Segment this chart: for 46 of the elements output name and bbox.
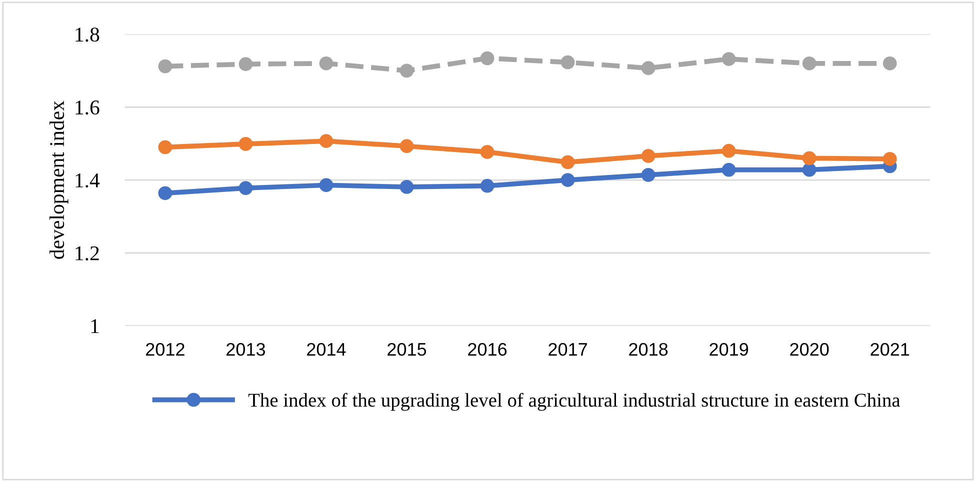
point <box>400 139 414 154</box>
point <box>319 178 334 192</box>
point <box>641 61 656 76</box>
point <box>158 186 172 200</box>
x-tick-label: 2013 <box>226 342 265 356</box>
point <box>802 151 816 166</box>
point <box>238 136 253 151</box>
y-tick-label: 1.8 <box>76 28 100 42</box>
point <box>722 162 736 177</box>
point <box>238 57 253 72</box>
x-tick-label: 2015 <box>388 342 426 356</box>
y-axis-title: development index <box>49 100 68 259</box>
x-tick-label: 2021 <box>870 342 910 356</box>
point <box>802 56 816 70</box>
x-tick-label: 2019 <box>710 342 748 356</box>
point <box>480 145 494 159</box>
y-tick-label: 1.6 <box>76 100 100 115</box>
point <box>480 51 494 66</box>
point <box>158 140 172 154</box>
x-tick-label: 2017 <box>548 342 587 356</box>
point <box>882 152 897 166</box>
point <box>480 178 494 193</box>
x-tick-label: 2012 <box>146 342 184 356</box>
point <box>722 52 736 66</box>
point <box>400 64 414 78</box>
x-tick-label: 2014 <box>307 342 346 356</box>
y-tick-label: 1.2 <box>76 246 99 260</box>
legend-label: The index of the upgrading level of agricultural industrial structure in eastern China <box>248 392 900 411</box>
x-tick-label: 2016 <box>468 342 507 356</box>
point <box>560 55 575 70</box>
x-tick-label: 2020 <box>790 342 829 356</box>
y-tick-label: 1 <box>91 319 99 334</box>
x-tick-label: 2018 <box>629 342 668 356</box>
point <box>560 155 575 170</box>
point <box>560 173 575 187</box>
point <box>882 56 897 70</box>
point <box>641 168 656 182</box>
y-tick-label: 1.4 <box>76 174 100 188</box>
point <box>400 180 414 194</box>
point <box>319 134 334 148</box>
point <box>158 59 172 74</box>
point <box>641 149 656 163</box>
point <box>319 56 334 70</box>
point <box>722 144 736 158</box>
point <box>238 181 253 195</box>
point <box>802 162 816 177</box>
